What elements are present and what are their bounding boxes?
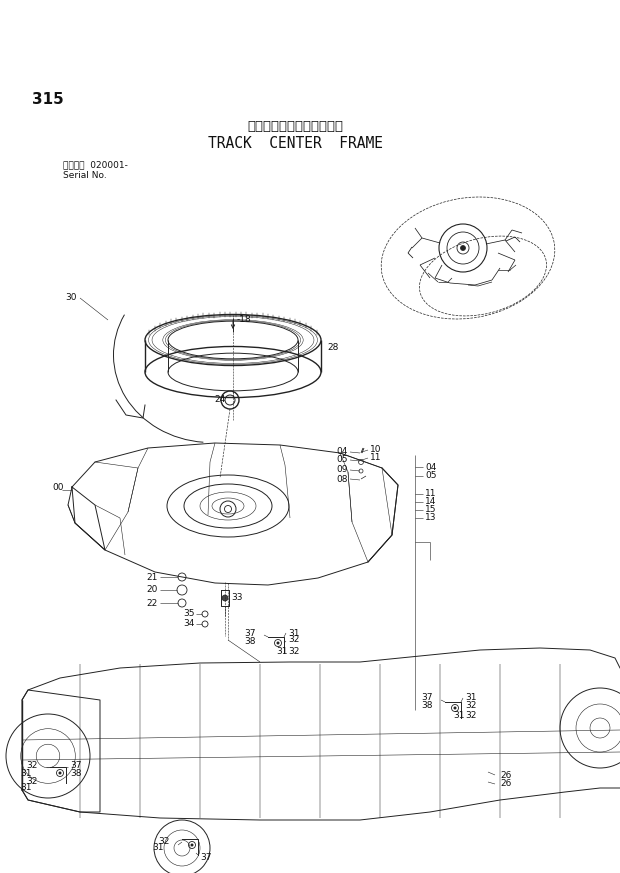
Text: 32: 32: [27, 760, 38, 769]
Text: 15: 15: [425, 505, 436, 514]
Text: 00: 00: [52, 484, 63, 492]
Circle shape: [222, 595, 228, 601]
Text: 38: 38: [70, 768, 81, 778]
Text: トラックセンターフレーム: トラックセンターフレーム: [247, 120, 343, 134]
Text: 04: 04: [337, 448, 348, 457]
Text: -18: -18: [237, 315, 252, 325]
Text: Serial No.: Serial No.: [63, 170, 107, 180]
Text: 22: 22: [147, 599, 158, 608]
Text: 32: 32: [465, 711, 476, 720]
Text: 24: 24: [214, 395, 225, 404]
Text: 37: 37: [200, 853, 211, 862]
Text: 08: 08: [337, 475, 348, 484]
Text: 11: 11: [425, 490, 436, 498]
Text: 37: 37: [244, 629, 256, 637]
Text: 31: 31: [153, 843, 164, 853]
Text: 33: 33: [231, 594, 242, 602]
Text: 26: 26: [500, 771, 511, 780]
Text: TRACK  CENTER  FRAME: TRACK CENTER FRAME: [208, 135, 383, 150]
Text: 09: 09: [337, 465, 348, 475]
Text: 34: 34: [184, 620, 195, 629]
Text: 32: 32: [288, 647, 299, 656]
Text: 35: 35: [184, 609, 195, 618]
Text: 31: 31: [453, 711, 464, 720]
Text: 26: 26: [500, 780, 511, 788]
Text: 31: 31: [20, 768, 32, 778]
Text: 315: 315: [32, 93, 64, 107]
Text: 13: 13: [425, 513, 436, 523]
Circle shape: [190, 843, 193, 847]
Text: 32: 32: [288, 636, 299, 644]
Text: 37: 37: [422, 693, 433, 703]
Circle shape: [277, 642, 280, 644]
Text: 04: 04: [425, 463, 436, 471]
Text: 05: 05: [337, 456, 348, 464]
Text: 30: 30: [65, 293, 76, 303]
Text: 05: 05: [425, 471, 436, 480]
Circle shape: [453, 706, 456, 710]
Text: 適用号機  020001-: 適用号機 020001-: [63, 161, 128, 169]
Text: 32: 32: [27, 776, 38, 786]
Text: 37: 37: [70, 760, 81, 769]
Text: 31: 31: [276, 647, 288, 656]
Text: 10: 10: [370, 445, 381, 455]
Text: 32: 32: [159, 836, 170, 845]
Text: 31: 31: [465, 693, 477, 703]
Circle shape: [58, 772, 61, 774]
Circle shape: [461, 245, 466, 251]
Text: 14: 14: [425, 498, 436, 506]
Text: 21: 21: [146, 573, 158, 581]
Text: 31: 31: [288, 629, 299, 637]
Text: 32: 32: [465, 700, 476, 710]
Text: 31: 31: [20, 782, 32, 792]
Text: 38: 38: [244, 636, 256, 645]
Text: 28: 28: [327, 343, 339, 353]
Text: 11: 11: [370, 453, 381, 463]
Text: 38: 38: [422, 702, 433, 711]
Text: 20: 20: [146, 586, 158, 595]
